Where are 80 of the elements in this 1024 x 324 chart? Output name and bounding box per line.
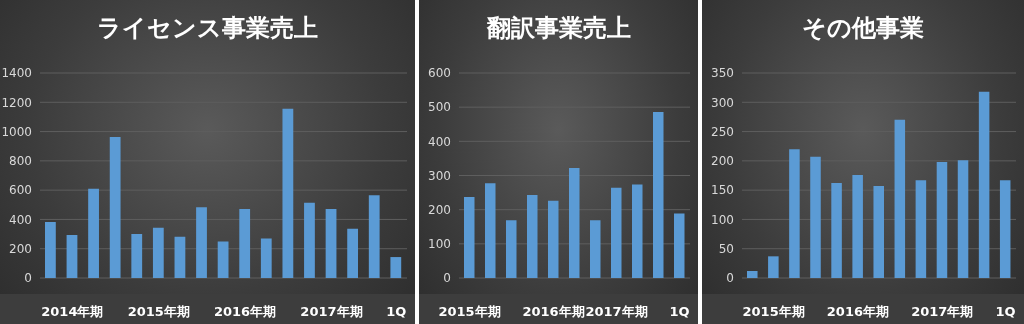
y-tick-label: 200	[428, 202, 451, 217]
x-tick-label: 2017年期	[300, 304, 363, 319]
bar	[88, 188, 99, 278]
bar	[936, 162, 948, 278]
bar	[217, 241, 229, 278]
y-tick-label: 400	[9, 212, 32, 227]
x-tick-label: 1Q	[669, 304, 690, 319]
x-tick-label: 1Q	[995, 304, 1016, 319]
y-tick-label: 100	[428, 237, 451, 252]
bar	[239, 209, 251, 278]
bar	[131, 234, 143, 278]
bar	[674, 213, 685, 278]
y-tick-label: 300	[711, 95, 734, 110]
bar	[174, 236, 186, 278]
bar	[768, 256, 779, 278]
bar	[894, 119, 906, 278]
y-tick-label: 150	[711, 183, 734, 198]
bar	[569, 167, 580, 278]
x-tick-label: 2014年期	[41, 304, 104, 319]
chart-title: その他事業	[801, 13, 925, 44]
y-tick-label: 350	[711, 66, 734, 81]
y-tick-label: 800	[9, 154, 32, 169]
bar	[915, 180, 927, 278]
x-tick-label: 2015年期	[742, 304, 805, 319]
bar	[485, 183, 496, 278]
y-tick-label: 0	[726, 271, 734, 286]
bar	[978, 91, 990, 278]
y-tick-label: 1000	[1, 124, 32, 139]
bar	[632, 184, 643, 278]
bar	[152, 227, 164, 278]
bar	[109, 136, 121, 278]
y-tick-label: 200	[711, 154, 734, 169]
bar	[831, 183, 842, 278]
y-tick-label: 300	[428, 168, 451, 183]
bar	[506, 220, 517, 278]
y-tick-label: 600	[9, 183, 32, 198]
bar	[304, 202, 315, 278]
chart-title: ライセンス事業売上	[96, 13, 319, 44]
x-tick-label: 2016年期	[522, 304, 585, 319]
bar	[653, 111, 664, 278]
bar	[260, 238, 272, 278]
bar	[590, 220, 601, 278]
bar	[196, 207, 207, 278]
y-tick-label: 0	[443, 271, 451, 286]
bar	[957, 160, 969, 278]
bar	[611, 187, 622, 278]
bar	[810, 156, 821, 278]
y-tick-label: 1400	[1, 66, 32, 81]
chart-title: 翻訳事業売上	[485, 13, 632, 44]
x-tick-label: 2015年期	[438, 304, 501, 319]
x-tick-label: 2017年期	[585, 304, 648, 319]
x-tick-label: 2016年期	[826, 304, 890, 319]
y-tick-label: 0	[24, 271, 32, 286]
bar	[527, 194, 538, 278]
bar	[999, 180, 1011, 278]
bar	[464, 197, 475, 278]
bar	[66, 234, 78, 278]
bar	[325, 209, 337, 278]
x-tick-label: 2015年期	[127, 304, 190, 319]
bar	[368, 195, 380, 278]
y-tick-label: 400	[428, 134, 451, 149]
bar	[873, 186, 884, 278]
y-tick-label: 500	[428, 100, 451, 115]
bar	[390, 257, 402, 278]
bar	[747, 270, 758, 278]
y-tick-label: 600	[428, 66, 451, 81]
bar	[347, 228, 359, 278]
y-tick-label: 100	[711, 212, 734, 227]
bar	[45, 222, 56, 278]
y-tick-label: 250	[711, 124, 734, 139]
x-tick-label: 2017年期	[911, 304, 974, 319]
x-tick-label: 2016年期	[213, 304, 277, 319]
bar	[852, 174, 863, 278]
y-tick-label: 50	[718, 241, 734, 256]
x-tick-label: 1Q	[386, 304, 407, 319]
y-tick-label: 200	[9, 241, 32, 256]
bar	[282, 108, 294, 278]
bar	[789, 149, 800, 278]
y-tick-label: 1200	[1, 95, 32, 110]
bar	[548, 200, 559, 278]
